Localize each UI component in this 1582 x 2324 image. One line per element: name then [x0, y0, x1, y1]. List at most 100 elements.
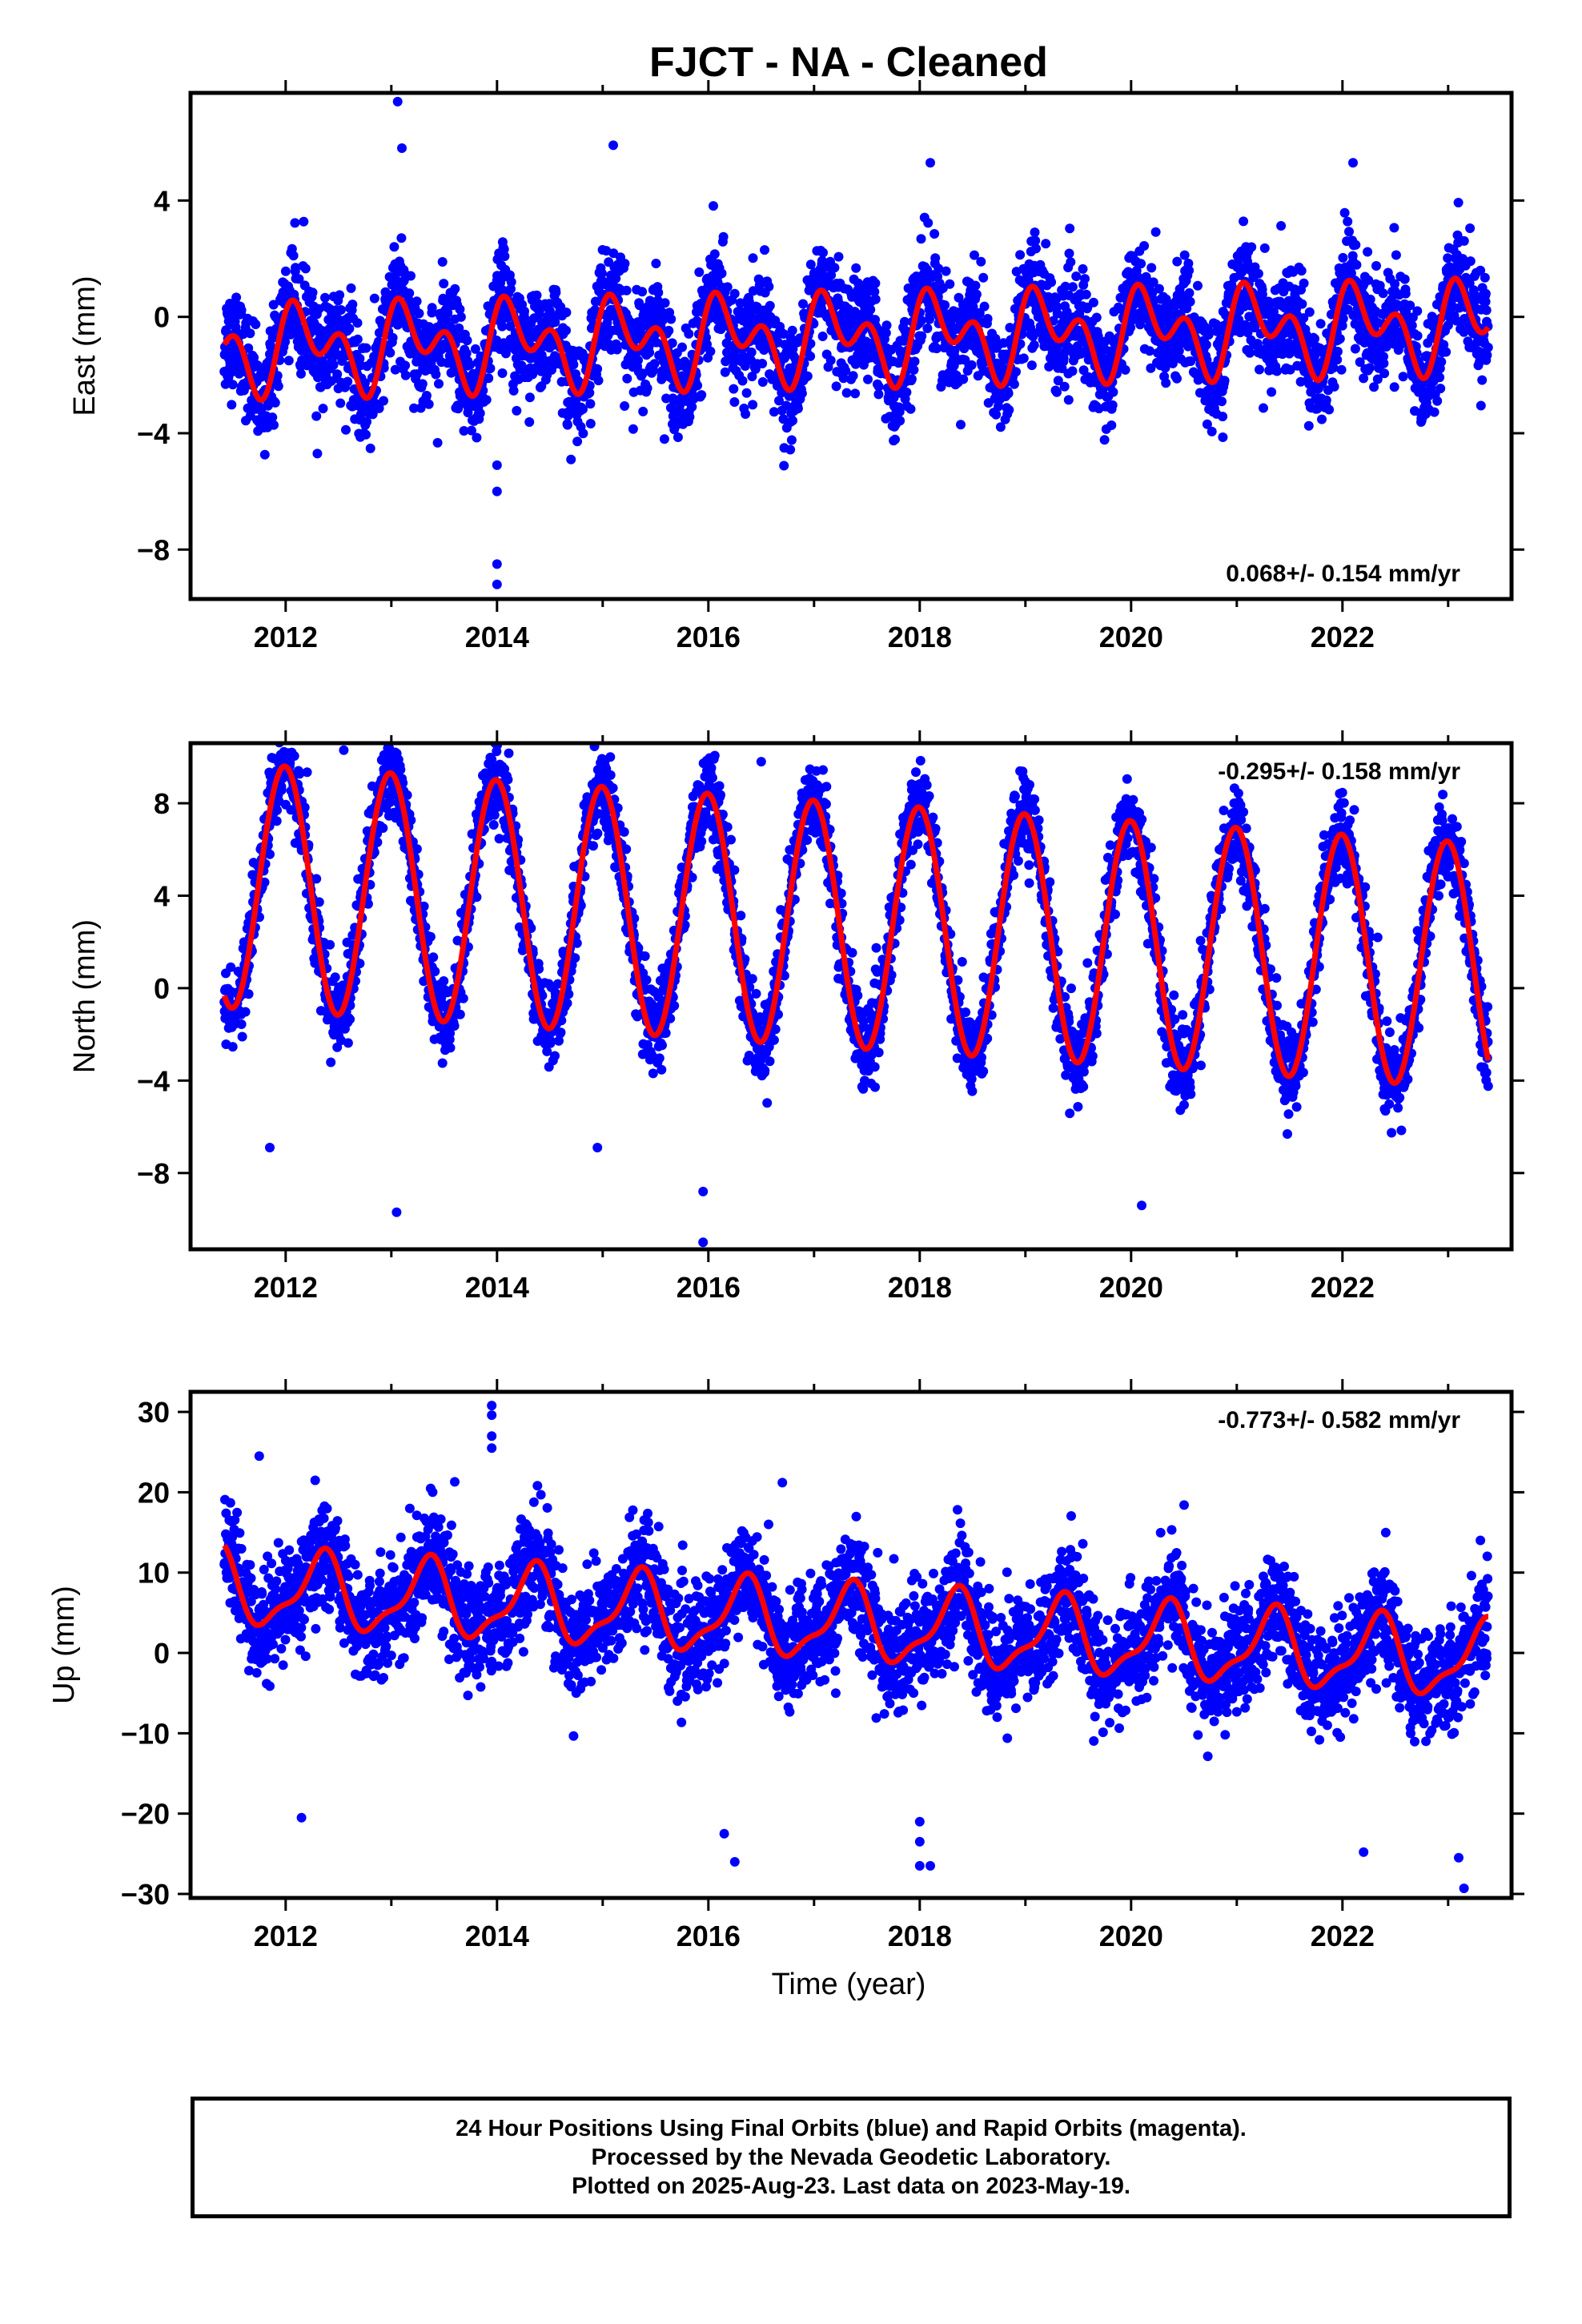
data-point: [1483, 342, 1493, 352]
data-point: [1184, 265, 1195, 275]
data-point: [1412, 331, 1423, 341]
data-point: [578, 428, 588, 439]
data-point: [459, 426, 469, 436]
data-point: [259, 449, 270, 460]
data-point: [1065, 223, 1075, 234]
data-point: [345, 1014, 355, 1024]
data-point: [1389, 223, 1399, 233]
data-point: [326, 1057, 336, 1068]
data-point: [1351, 239, 1361, 250]
data-point: [470, 344, 480, 354]
data-point: [1276, 221, 1287, 231]
data-point: [1031, 243, 1041, 254]
data-point: [1030, 235, 1041, 246]
data-point: [1435, 372, 1445, 383]
data-point: [1160, 363, 1170, 373]
data-point: [1315, 319, 1326, 329]
data-point: [1379, 358, 1389, 368]
data-point: [1363, 275, 1374, 285]
data-point: [1026, 360, 1037, 371]
data-point: [385, 797, 395, 807]
data-point: [227, 380, 238, 390]
data-point: [1339, 207, 1350, 218]
data-point: [1375, 280, 1385, 291]
data-point: [1091, 312, 1102, 323]
data-point: [427, 303, 437, 313]
data-point: [1148, 277, 1158, 287]
data-point: [1481, 305, 1492, 316]
data-point: [1372, 374, 1383, 384]
data-point: [544, 299, 555, 309]
data-point: [362, 416, 371, 427]
data-point: [1172, 373, 1182, 384]
x-tick-label: 2014: [465, 621, 529, 653]
data-point: [269, 420, 279, 430]
data-point: [1146, 263, 1157, 273]
data-point: [419, 901, 429, 911]
data-point: [917, 331, 927, 341]
data-point: [684, 328, 694, 339]
data-point: [1078, 365, 1089, 376]
data-point: [1243, 328, 1253, 338]
data-point: [290, 731, 299, 741]
data-point: [280, 266, 291, 276]
data-point: [901, 387, 912, 397]
data-point: [978, 272, 989, 283]
data-point: [389, 242, 400, 252]
data-point: [572, 436, 583, 447]
data-point: [747, 372, 757, 382]
data-point: [265, 849, 275, 859]
data-point: [1267, 387, 1277, 397]
data-point: [825, 356, 836, 365]
data-point: [781, 400, 792, 411]
data-point: [1064, 248, 1074, 259]
data-point: [1099, 435, 1110, 445]
data-point: [805, 351, 816, 361]
data-point: [314, 897, 324, 907]
data-point: [1324, 404, 1335, 415]
data-point: [941, 266, 951, 276]
data-point: [818, 247, 828, 258]
data-point: [958, 374, 969, 384]
data-point: [1052, 302, 1062, 312]
data-point: [1183, 259, 1194, 268]
data-point: [1452, 316, 1462, 326]
figure-title: FJCT - NA - Cleaned: [649, 39, 1048, 86]
data-point: [236, 1019, 247, 1029]
data-point: [561, 325, 571, 336]
data-point: [748, 253, 758, 263]
data-point: [302, 767, 312, 778]
data-point: [653, 287, 664, 298]
data-point: [462, 336, 472, 346]
data-point: [1029, 340, 1039, 350]
data-point: [280, 336, 291, 347]
data-point: [1202, 419, 1212, 429]
data-point: [1285, 364, 1295, 375]
data-point: [1343, 216, 1353, 227]
data-point: [1253, 268, 1263, 279]
data-point: [667, 338, 677, 348]
data-point: [1429, 407, 1439, 417]
data-point: [934, 263, 944, 274]
data-point: [1067, 366, 1078, 376]
data-point: [746, 347, 757, 357]
data-point: [1018, 353, 1029, 364]
data-point: [412, 844, 422, 854]
data-point: [344, 324, 355, 334]
data-point: [873, 389, 884, 400]
data-point: [1255, 364, 1264, 375]
data-point: [718, 231, 729, 242]
data-point: [673, 432, 683, 442]
data-point: [596, 268, 607, 279]
data-point: [881, 328, 891, 338]
data-point: [363, 899, 373, 909]
data-point: [1297, 299, 1307, 309]
data-point: [221, 325, 231, 336]
data-point: [922, 324, 933, 333]
data-point: [1185, 296, 1195, 307]
data-point: [445, 1028, 456, 1039]
outlier-point: [492, 559, 502, 569]
data-point: [1299, 313, 1309, 324]
east-axis-label: East (mm): [68, 275, 102, 416]
data-point: [1107, 400, 1118, 410]
